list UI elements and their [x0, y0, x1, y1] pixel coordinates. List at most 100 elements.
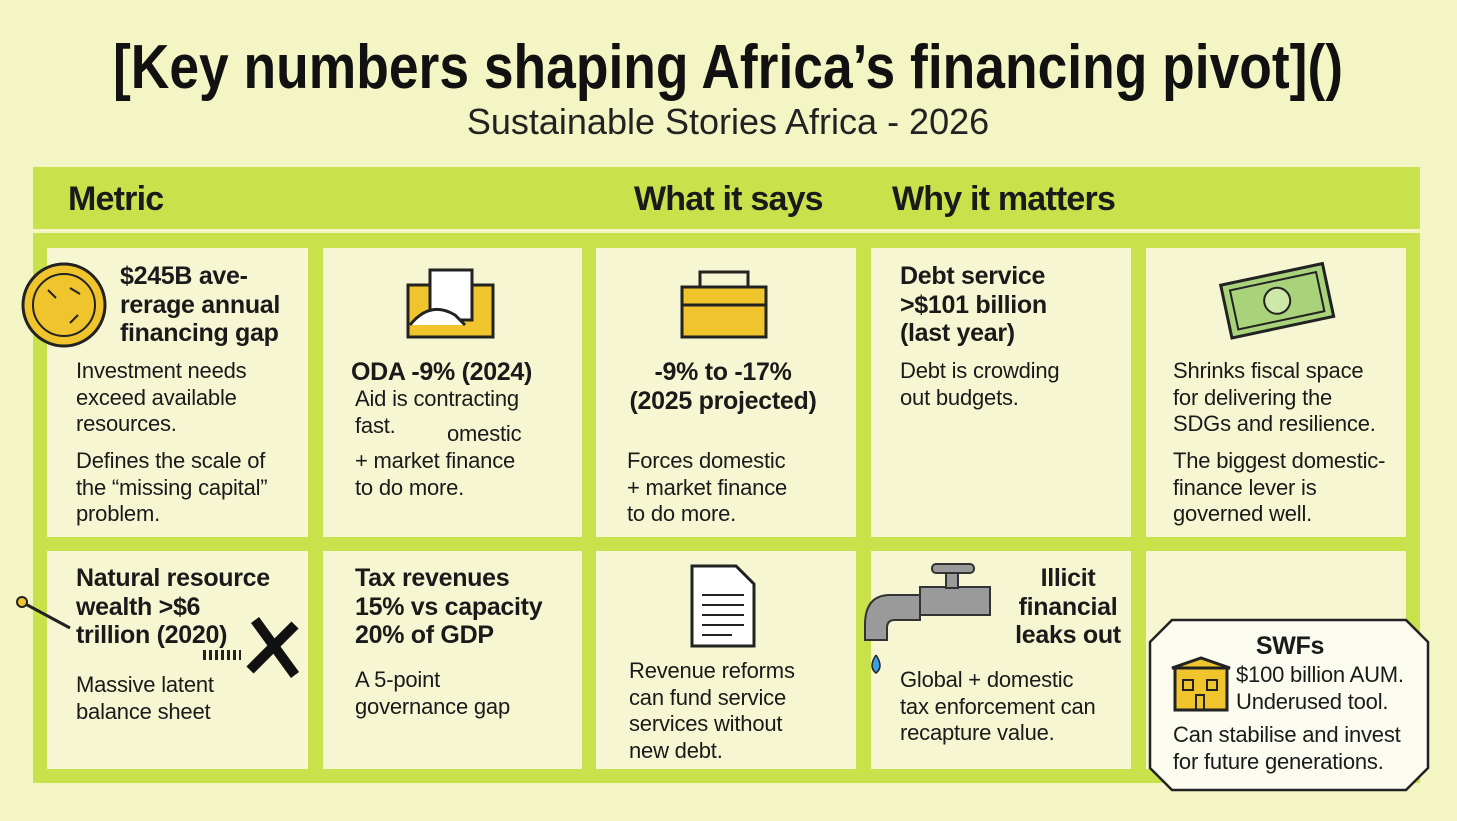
title: [Key numbers shaping Africa’s financing … [113, 33, 1343, 102]
text-line: new debt. [629, 737, 723, 763]
text-line: Global + domestic [900, 667, 1074, 692]
text-line: Massive latent [76, 672, 214, 697]
text-line: fast. [355, 412, 396, 438]
text-line: SWFs [1255, 632, 1325, 660]
text-line: Tax revenues [355, 564, 510, 592]
cell-text: Debt is crowding out budgets. [900, 358, 1060, 411]
text-line: A 5-point [355, 667, 441, 692]
text-line: Can stabilise and invest [1173, 722, 1401, 747]
text-line: $100 billion AUM. [1236, 662, 1404, 687]
cell-text: omestic [447, 421, 522, 448]
cell [323, 551, 582, 769]
cell-text: Can stabilise and invest for future gener… [1173, 722, 1401, 775]
cell-heading: Illicit financial leaks out [1015, 564, 1121, 650]
toolbox-icon [680, 270, 768, 339]
column-header: Why it matters [892, 180, 1116, 218]
cell-text: Defines the scale of the “missing capital… [76, 448, 268, 528]
text-line: tax enforcement can [900, 693, 1096, 719]
text-line: rerage annual [120, 290, 281, 319]
text-line: 20% of GDP [355, 621, 494, 649]
satellite-icon [16, 596, 300, 678]
text-line: -9% to -17% [654, 358, 792, 386]
text-line: (last year) [900, 319, 1015, 347]
title-area: [Key numbers shaping Africa’s financing … [113, 33, 1343, 142]
cell-text: A 5-point governance gap [355, 667, 510, 720]
text-line: wealth >$6 [76, 592, 201, 621]
text-line: resources. [76, 411, 177, 436]
cell-heading: $245B ave-rerage annual financing gap [120, 262, 280, 348]
text-line: exceed available [76, 384, 237, 410]
text-line: governance gap [355, 693, 510, 719]
text-line: + market finance [627, 474, 788, 500]
header-band [33, 167, 1420, 229]
tap-icon [864, 563, 991, 674]
text-line: Underused tool. [1236, 688, 1389, 714]
text-line: problem. [76, 501, 160, 526]
text-line: can fund service [629, 684, 786, 710]
cell-text: Investment needs exceed available resource… [76, 358, 247, 438]
cell-heading: Debt service >$101 billion (last year) [900, 262, 1047, 348]
text-line: leaks out [1015, 621, 1121, 649]
box-icon [406, 268, 495, 339]
text-line: SDGs and resilience. [1173, 411, 1376, 436]
cell [871, 551, 1131, 769]
text-line: governed well. [1173, 501, 1313, 526]
text-line: out budgets. [900, 384, 1019, 410]
bank-icon [1171, 656, 1231, 712]
text-line: financial [1018, 592, 1118, 621]
cell-text: Aid is contracting fast. [355, 386, 519, 439]
text-line: balance sheet [76, 698, 211, 724]
cell-text: Shrinks fiscal space for delivering the SD… [1173, 358, 1376, 438]
text-line: The biggest domestic- [1173, 448, 1386, 473]
text-line: Illicit [1040, 564, 1096, 592]
text-line: recapture value. [900, 720, 1055, 745]
cell-text: $100 billion AUM. Underused tool. [1236, 662, 1404, 715]
cell-text: The biggest domestic-finance lever is gov… [1173, 448, 1385, 528]
callout-box [1148, 618, 1430, 792]
cell-text: Forces domestic + market finance to do mor… [627, 448, 787, 528]
cell-text: + market finance to do more. [355, 448, 515, 501]
document-icon [690, 564, 756, 648]
text-line: (2025 projected) [629, 386, 817, 415]
cell-text: Massive latent balance sheet [76, 672, 214, 725]
coin-icon [21, 262, 107, 348]
text-line: Natural resource [76, 564, 270, 592]
text-line: to do more. [355, 474, 465, 500]
column-header: Metric [68, 180, 164, 218]
text-line: + market finance [355, 448, 516, 473]
text-line: ODA -9% (2024) [351, 358, 533, 386]
text-line: Revenue reforms [629, 658, 795, 683]
cell [871, 248, 1131, 537]
text-line: financing gap [120, 319, 279, 347]
cell-heading: -9% to -17% (2025 projected) [630, 358, 817, 415]
text-line: to do more. [627, 501, 737, 526]
column-header: What it says [634, 180, 824, 218]
cell-heading: Tax revenues 15% vs capacity 20% of GDP [355, 564, 543, 650]
text-line: the “missing capital” [76, 474, 268, 500]
text-line: Defines the scale of [76, 448, 266, 473]
text-line: Aid is contracting [355, 386, 519, 411]
cell-text: Revenue reforms can fund service services … [629, 658, 795, 764]
cell-heading: ODA -9% (2024) [351, 358, 532, 387]
text-line: Investment needs [76, 358, 247, 383]
subtitle: Sustainable Stories Africa - 2026 [467, 101, 989, 142]
text-line: for future generations. [1173, 748, 1384, 774]
text-line: Debt service [900, 262, 1046, 290]
text-line: omestic [447, 421, 522, 446]
banknote-icon [1218, 261, 1336, 340]
text-line: 15% vs capacity [355, 592, 543, 621]
text-line: for delivering the [1173, 384, 1333, 410]
text-line: trillion (2020) [76, 621, 228, 649]
text-line: services without [629, 711, 783, 736]
text-line: finance lever is [1173, 474, 1317, 500]
cell-heading: Natural resource wealth >$6 trillion (2020… [76, 564, 270, 650]
text-line: Forces domestic [627, 448, 786, 473]
text-line: Shrinks fiscal space [1173, 358, 1364, 383]
text-line: >$101 billion [900, 290, 1047, 319]
cell-text: Global + domestic tax enforcement can reca… [900, 667, 1096, 747]
text-line: Debt is crowding [900, 358, 1060, 383]
text-line: $245B ave- [120, 262, 248, 290]
cell-heading: SWFs [1255, 632, 1325, 661]
